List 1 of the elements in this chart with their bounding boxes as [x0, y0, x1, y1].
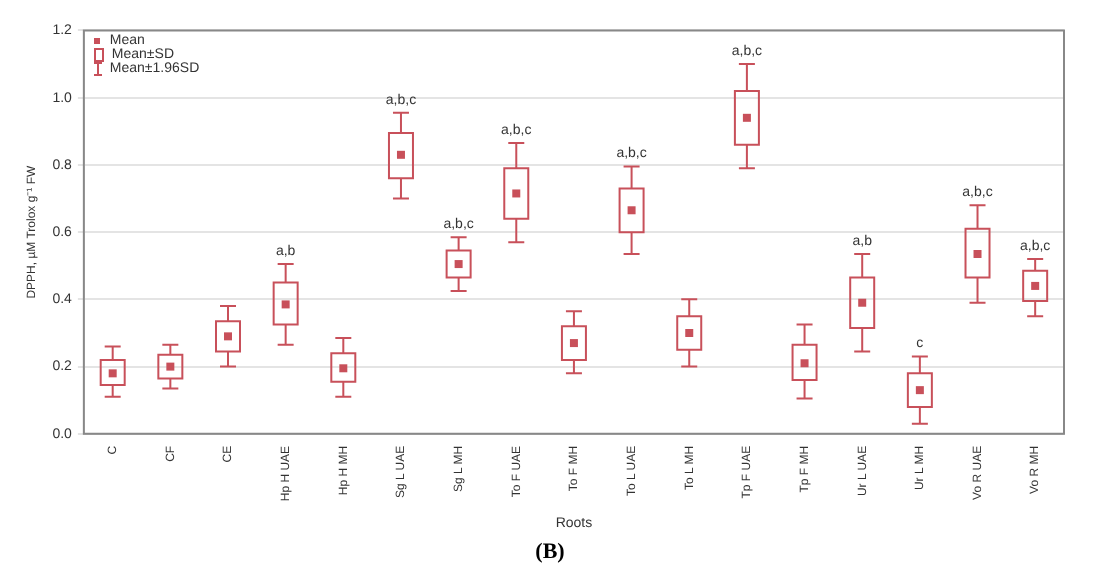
text: (B) — [533, 540, 567, 564]
